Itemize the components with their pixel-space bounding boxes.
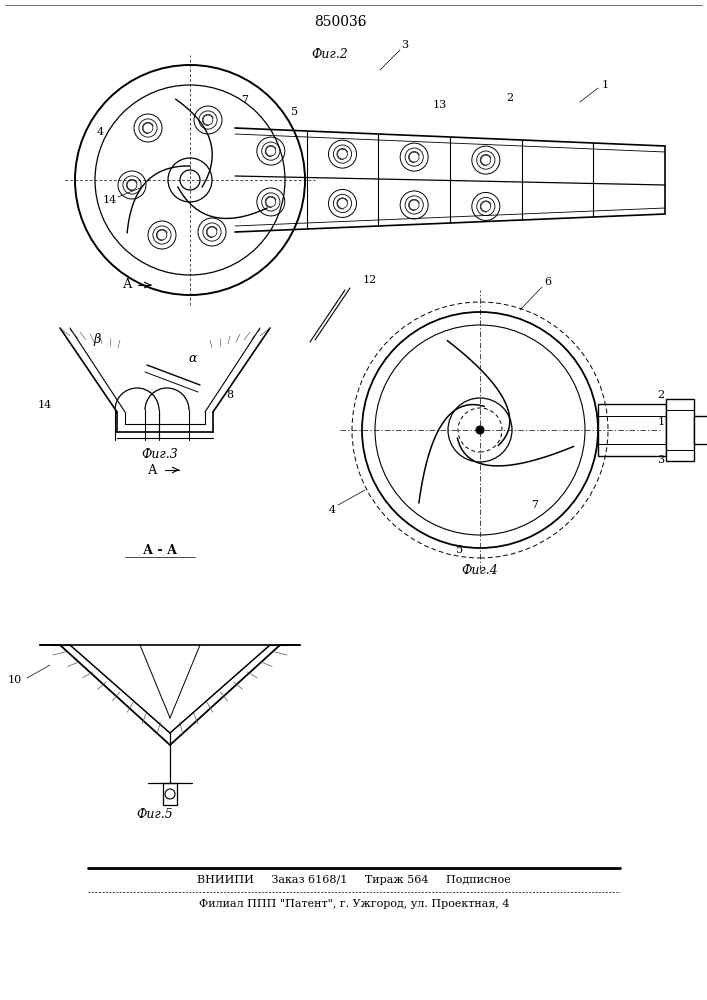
Text: 6: 6: [544, 277, 551, 287]
Text: 2: 2: [506, 93, 513, 103]
FancyBboxPatch shape: [694, 416, 707, 444]
Text: 4: 4: [96, 127, 103, 137]
Text: А: А: [148, 464, 158, 477]
Text: 2: 2: [658, 390, 665, 400]
Text: .: .: [358, 15, 362, 29]
Text: β: β: [93, 334, 100, 347]
Text: Фиг.2: Фиг.2: [312, 48, 349, 62]
Text: Фиг.3: Фиг.3: [141, 448, 178, 462]
Text: 10: 10: [8, 675, 22, 685]
Text: 7: 7: [532, 500, 539, 510]
Text: 7: 7: [242, 95, 248, 105]
Text: 3: 3: [658, 455, 665, 465]
Text: 3: 3: [402, 40, 409, 50]
Text: 4: 4: [329, 505, 336, 515]
Text: 5: 5: [291, 107, 298, 117]
Circle shape: [476, 426, 484, 434]
Text: 14: 14: [103, 195, 117, 205]
Text: 8: 8: [226, 390, 233, 400]
FancyBboxPatch shape: [666, 399, 694, 461]
Text: 1: 1: [658, 417, 665, 427]
FancyBboxPatch shape: [598, 404, 666, 456]
Text: ВНИИПИ     Заказ 6168/1     Тираж 564     Подписное: ВНИИПИ Заказ 6168/1 Тираж 564 Подписное: [197, 875, 511, 885]
Text: 14: 14: [38, 400, 52, 410]
Text: А - А: А - А: [143, 544, 177, 556]
Text: 13: 13: [433, 100, 447, 110]
Text: 12: 12: [363, 275, 377, 285]
Text: 850036: 850036: [314, 15, 366, 29]
Text: Филиал ППП "Патент", г. Ужгород, ул. Проектная, 4: Филиал ППП "Патент", г. Ужгород, ул. Про…: [199, 899, 509, 909]
Text: А: А: [123, 278, 133, 292]
Text: Фиг.5: Фиг.5: [136, 808, 173, 822]
Text: 5: 5: [457, 545, 464, 555]
Text: α: α: [189, 352, 197, 364]
FancyBboxPatch shape: [163, 783, 177, 805]
Text: Фиг.4: Фиг.4: [462, 564, 498, 576]
Text: 1: 1: [602, 80, 609, 90]
